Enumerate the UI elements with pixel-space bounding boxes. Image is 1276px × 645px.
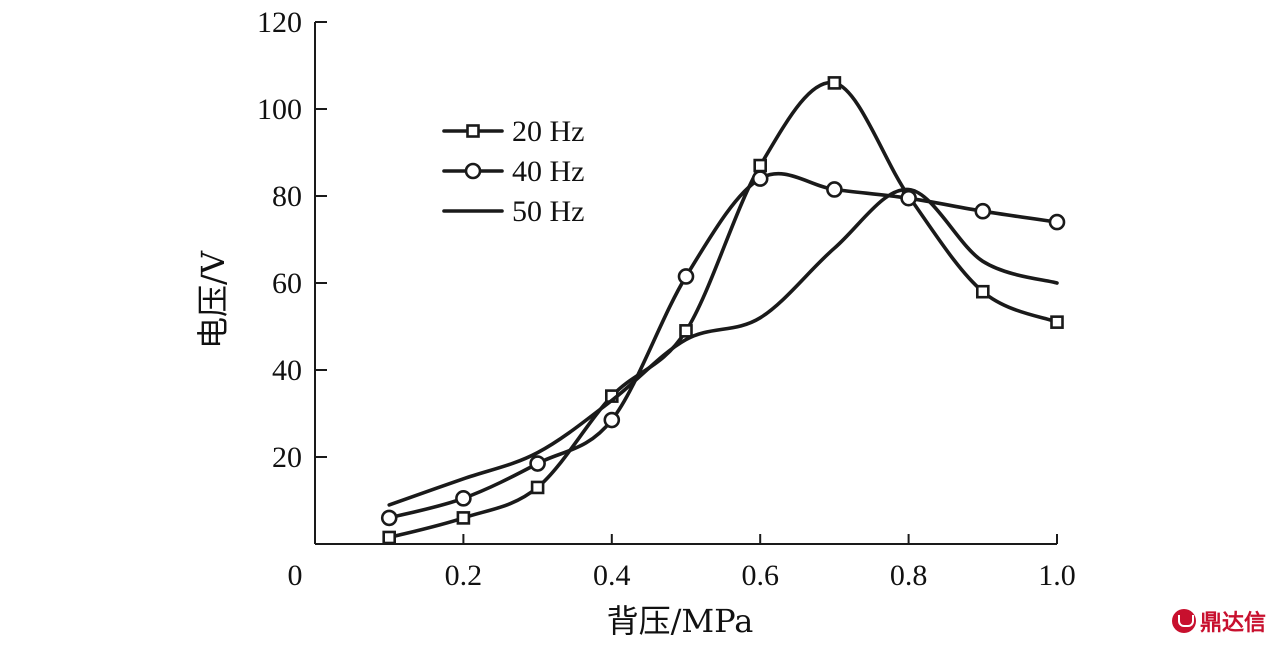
y-tick-label: 80	[272, 180, 302, 213]
data-point-20hz	[679, 324, 693, 338]
y-axis-title: 电压/V	[194, 250, 232, 349]
x-tick-label: 0.2	[445, 559, 483, 592]
data-point-20hz	[456, 511, 471, 525]
data-point-20hz	[530, 480, 545, 495]
series-line-20hz	[387, 80, 1059, 540]
watermark-text: 鼎达信	[1199, 611, 1266, 636]
data-point-20hz	[753, 158, 768, 173]
y-tick-label: 120	[257, 6, 302, 39]
data-point-20hz	[382, 530, 397, 545]
series-20hz	[382, 76, 1064, 545]
legend-label-40hz: 40 Hz	[512, 155, 584, 188]
data-point-40hz	[603, 411, 621, 429]
legend-item-40hz: 40 Hz	[442, 155, 584, 188]
data-point-40hz	[751, 170, 769, 187]
x-tick-label: 0.8	[890, 559, 928, 592]
brand-logo-icon	[1171, 609, 1196, 633]
legend-label-20hz: 20 Hz	[512, 115, 584, 148]
x-tick-label: 0.4	[593, 559, 631, 592]
watermark-logo: 鼎达信	[1171, 605, 1266, 637]
data-point-20hz	[1050, 315, 1064, 329]
x-tick-label: 1.0	[1038, 559, 1076, 592]
data-point-40hz	[380, 509, 398, 527]
y-tick-label: 40	[272, 354, 302, 387]
y-ticks: 20 40 60 80 100 120	[257, 6, 327, 474]
legend-item-20hz: 20 Hz	[442, 115, 584, 148]
data-point-20hz	[975, 284, 990, 299]
x-tick-label: 0	[288, 559, 303, 592]
y-tick-label: 100	[257, 93, 302, 126]
data-point-40hz	[900, 189, 917, 207]
data-point-40hz	[974, 202, 992, 220]
data-point-40hz	[455, 490, 472, 507]
data-point-40hz	[826, 181, 843, 198]
legend-label-50hz: 50 Hz	[512, 195, 584, 228]
data-point-20hz	[827, 76, 842, 90]
series-50hz	[387, 187, 1059, 507]
data-point-40hz	[529, 455, 546, 472]
data-point-40hz	[677, 268, 695, 285]
legend-marker-20hz	[466, 124, 480, 138]
legend-marker-40hz	[464, 162, 482, 180]
legend-item-50hz: 50 Hz	[442, 195, 584, 228]
series-line-40hz	[387, 172, 1059, 520]
y-tick-label: 60	[272, 267, 302, 300]
x-axis-title: 背压/MPa	[607, 602, 754, 640]
x-ticks: 0 0.2 0.4 0.6 0.8 1.0	[288, 534, 1076, 592]
legend: 20 Hz 40 Hz 50 Hz	[442, 115, 584, 228]
x-tick-label: 0.6	[741, 559, 779, 592]
series-line-50hz	[387, 187, 1059, 507]
y-tick-label: 20	[272, 441, 302, 474]
data-point-40hz	[1048, 213, 1066, 231]
series-layer	[380, 76, 1066, 545]
